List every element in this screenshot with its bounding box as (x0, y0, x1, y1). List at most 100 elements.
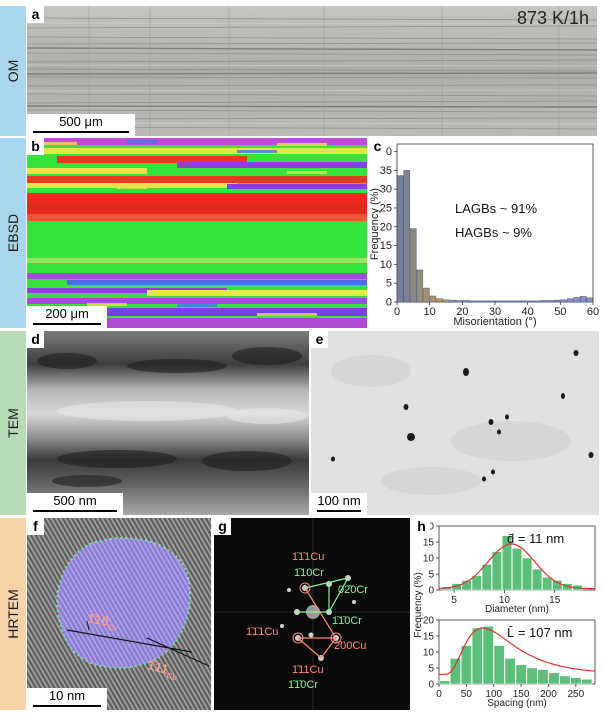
misorientation-bar (481, 300, 489, 303)
spacing-xtick-label: 200 (540, 689, 557, 700)
diameter-bar (542, 576, 553, 591)
misorientation-bar (468, 300, 476, 303)
misorientation-ytick-label: 35 (380, 165, 392, 177)
misorientation-xtick-label: 0 (394, 306, 400, 318)
panel-f-label: f (27, 518, 44, 535)
panel-b-scale-line (33, 323, 101, 325)
misorientation-bar (579, 296, 587, 303)
spacing-bar (515, 664, 527, 685)
diameter-xlabel: Diameter (nm) (485, 604, 549, 615)
misorientation-bar (560, 299, 567, 303)
panel-e-tem-precipitates: e 100 nm (311, 331, 599, 515)
spacing-xtick-label: 100 (485, 689, 502, 700)
diameter-ytick-label: 15 (423, 538, 435, 549)
spacing-ytick-label: 0 (428, 680, 434, 691)
misorientation-bar (397, 175, 404, 303)
panel-e-label: e (311, 331, 328, 348)
spacing-fit-curve (439, 627, 596, 675)
lagbs-annotation: LAGBs ~ 91% (455, 201, 538, 216)
spacing-bar (471, 627, 483, 685)
panel-d-scale-line (33, 510, 117, 512)
panel-c-label: c (369, 138, 386, 155)
panel-a-label: a (27, 6, 44, 23)
misorientation-bar (442, 299, 450, 303)
panel-e-scale-text: 100 nm (317, 493, 361, 508)
panel-f-scale-line (33, 705, 101, 707)
diameter-xtick-label: 5 (451, 595, 457, 606)
panel-b-scale-bar: 200 μm (27, 306, 107, 328)
row-label-tem-text: TEM (5, 408, 21, 438)
panel-b-ebsd-map: b 200 μm (27, 138, 367, 328)
spacing-ytick-label: 5 (428, 664, 434, 675)
plane-label-cr-index: 1̄10 (86, 610, 111, 630)
misorientation-bar (449, 299, 456, 303)
panel-a-scale-line (33, 131, 129, 133)
panel-h-label: h (413, 518, 430, 535)
diameter-bar (512, 548, 522, 591)
misorientation-bar (547, 300, 554, 303)
spot-label-2: 1̄10Cr (294, 567, 324, 579)
panel-h-size-spacing-charts: 5101505101520Diameter (nm)05010015020025… (413, 518, 599, 710)
ebsd-map (27, 138, 367, 328)
misorientation-ytick-label: 20 (380, 221, 392, 233)
row-label-hrtem-text: HRTEM (5, 589, 21, 639)
panel-f-hrtem-particle: 1̄10Cr 1̄11Cu f 10 nm (27, 518, 211, 710)
misorientation-bar (416, 269, 424, 303)
misorientation-bar (495, 300, 502, 303)
panel-c-misorientation-chart: 01020304050600510152025303540Misorientat… (369, 138, 599, 328)
misorientation-bar (573, 297, 580, 303)
misorientation-bar (455, 300, 463, 303)
spacing-chart: 0 50 100 150 200 250 0 5 10 15 20 Spacing (nm) (423, 616, 596, 709)
spacing-bar (581, 678, 593, 685)
misorientation-bar (410, 228, 417, 303)
spot-label-6: 2̄00Cu (334, 640, 367, 652)
diameter-ytick-label: 5 (428, 570, 434, 581)
misorientation-bar (423, 287, 430, 303)
spacing-bar (439, 680, 450, 685)
misorientation-xlabel: Misorientation (°) (453, 316, 536, 328)
panel-a-scale-text: 500 μm (59, 114, 103, 129)
hrtem-lattice-image (27, 518, 211, 710)
misorientation-bar (586, 297, 593, 303)
misorientation-xtick-label: 10 (424, 306, 436, 318)
spot-label-7: 1̄11Cu (292, 664, 324, 676)
diameter-chart: 5101505101520Diameter (nm) (423, 522, 596, 615)
misorientation-xtick-label: 30 (489, 306, 501, 318)
misorientation-bar (429, 295, 437, 303)
panel-f-scale-bar: 10 nm (27, 688, 107, 710)
diameter-bar (532, 568, 543, 591)
row-label-hrtem: HRTEM (0, 518, 26, 710)
panel-f-scale-text: 10 nm (48, 688, 86, 703)
plane-label-cr-sub: Cr (107, 622, 118, 634)
panel-b-label: b (27, 138, 44, 155)
diameter-bar (491, 551, 502, 591)
misorientation-xtick-label: 50 (554, 306, 566, 318)
spacing-xtick-label: 250 (567, 689, 584, 700)
mean-spacing-label: L̄ = 107 nm (507, 625, 573, 640)
row-label-tem: TEM (0, 331, 26, 515)
panel-d-tem-image: d 500 nm (27, 331, 309, 515)
diameter-ytick-label: 0 (428, 586, 434, 597)
misorientation-bar (462, 300, 469, 303)
tem-precipitates-image (311, 331, 599, 515)
spacing-ytick-label: 15 (423, 632, 435, 643)
misorientation-histogram: 01020304050600510152025303540Misorientat… (369, 143, 599, 328)
spacing-bar (493, 645, 505, 685)
misorientation-bar (508, 300, 515, 303)
fft-diffraction-pattern (214, 518, 410, 710)
misorientation-frame (396, 143, 594, 303)
panel-a-condition: 873 K/1h (516, 8, 589, 28)
misorientation-xtick-label: 20 (456, 306, 468, 318)
spacing-bar (537, 669, 549, 685)
diameter-bar (522, 557, 533, 591)
spacing-bar (449, 658, 461, 685)
panel-g-fft-pattern: g 1̄1̄1Cu 1̄10Cr 02̄0Cr 1̄1̄0Cr 1̄1̄1Cu … (214, 518, 410, 710)
misorientation-bar (553, 299, 561, 303)
panel-a-optical-micrograph: a 873 K/1h 500 μm (27, 6, 597, 136)
spacing-xtick-label: 50 (461, 689, 473, 700)
spacing-bar (548, 672, 560, 685)
misorientation-bar (436, 298, 443, 303)
row-label-om-text: OM (5, 59, 21, 83)
spot-label-4: 1̄1̄0Cr (332, 615, 362, 627)
